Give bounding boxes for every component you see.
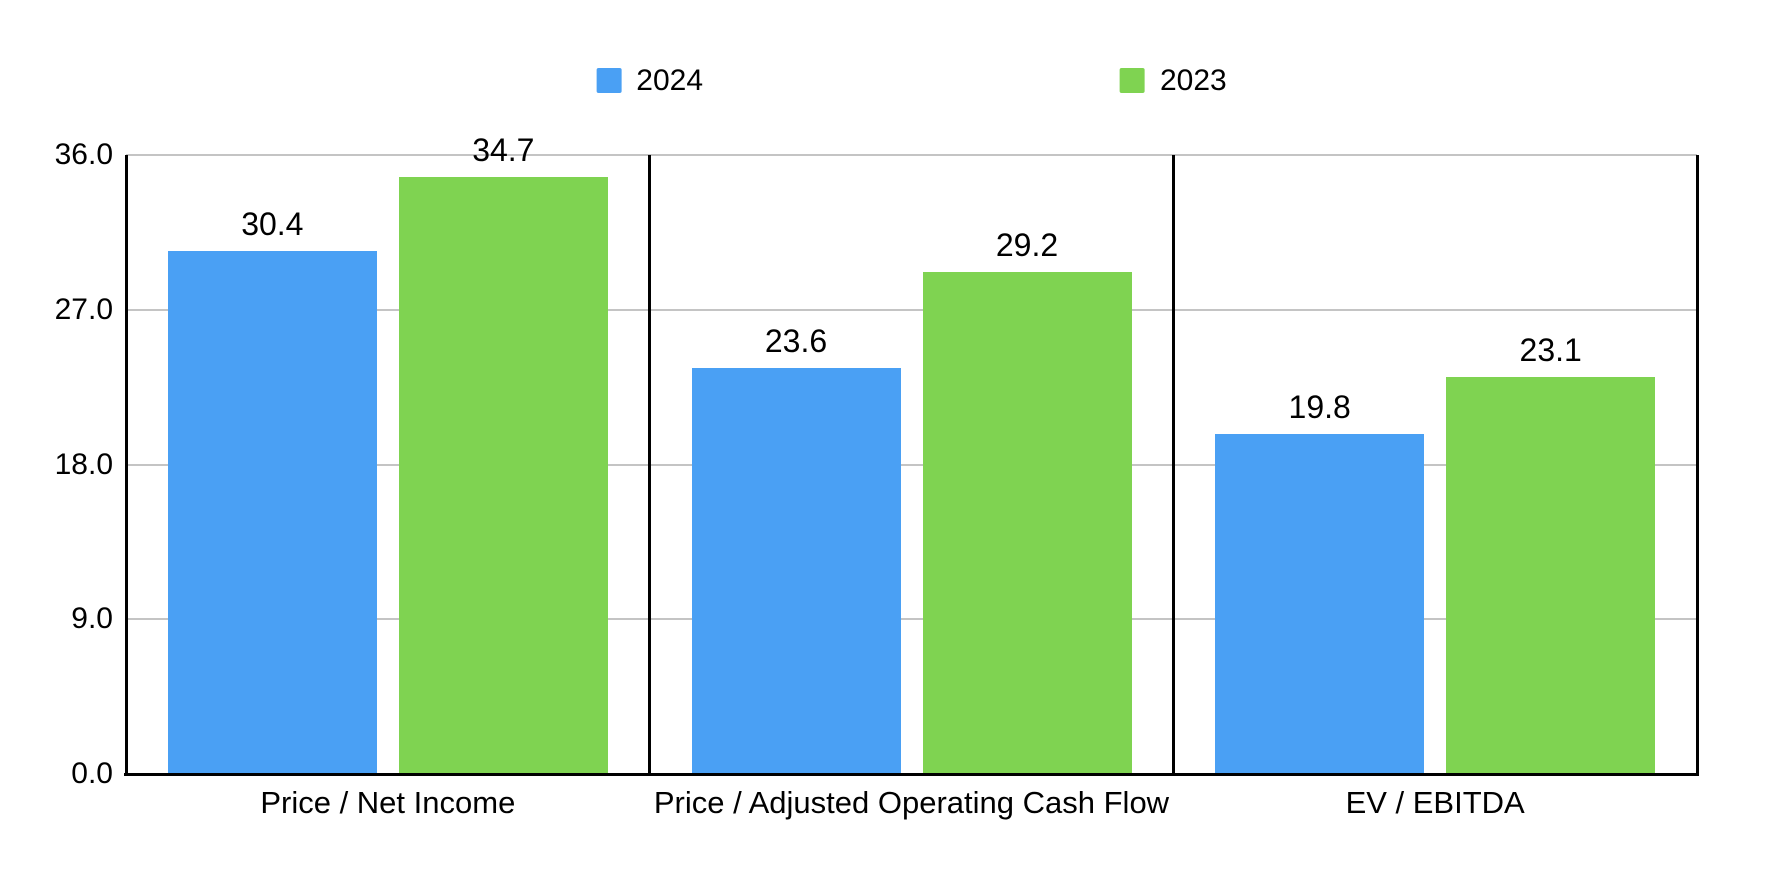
y-gridline xyxy=(126,618,1697,621)
category-label: Price / Net Income xyxy=(260,785,516,820)
bar-value-label: 19.8 xyxy=(1288,388,1351,425)
y-axis-tick-label: 36.0 xyxy=(54,138,113,171)
legend-label: 2023 xyxy=(1159,64,1227,97)
category-label: EV / EBITDA xyxy=(1345,785,1525,820)
bar-2024 xyxy=(691,368,901,774)
y-gridline xyxy=(126,308,1697,311)
bar-2024 xyxy=(167,251,377,774)
bar-value-label: 29.2 xyxy=(995,226,1059,263)
y-gridline xyxy=(126,154,1697,156)
bar-2023 xyxy=(1446,376,1656,774)
bar-2024 xyxy=(1215,433,1425,774)
bar-value-label: 30.4 xyxy=(241,206,304,243)
bar-2023 xyxy=(922,271,1132,774)
category-label: Price / Adjusted Operating Cash Flow xyxy=(653,785,1170,820)
plot-right-border xyxy=(1695,155,1699,776)
y-axis-tick-label: 9.0 xyxy=(71,602,113,636)
y-axis-line xyxy=(124,155,128,776)
legend-entry-2024: 2024 xyxy=(596,64,704,97)
bar-value-label: 23.6 xyxy=(764,323,828,360)
panel-divider-line xyxy=(1171,155,1175,776)
y-axis-tick-label: 18.0 xyxy=(54,447,113,481)
y-gridline xyxy=(126,463,1697,466)
legend-swatch-2024 xyxy=(596,68,622,93)
legend-label: 2024 xyxy=(636,64,704,97)
x-axis-line xyxy=(124,773,1699,776)
y-axis-tick-label: 27.0 xyxy=(54,292,113,326)
y-axis-tick-label: 0.0 xyxy=(71,757,113,790)
panel-divider-line xyxy=(648,155,652,776)
bar-value-label: 34.7 xyxy=(472,132,535,169)
legend-swatch-2023 xyxy=(1119,68,1145,93)
bar-2023 xyxy=(398,177,608,774)
legend-entry-2023: 2023 xyxy=(1119,64,1227,97)
bar-value-label: 23.1 xyxy=(1519,331,1582,368)
